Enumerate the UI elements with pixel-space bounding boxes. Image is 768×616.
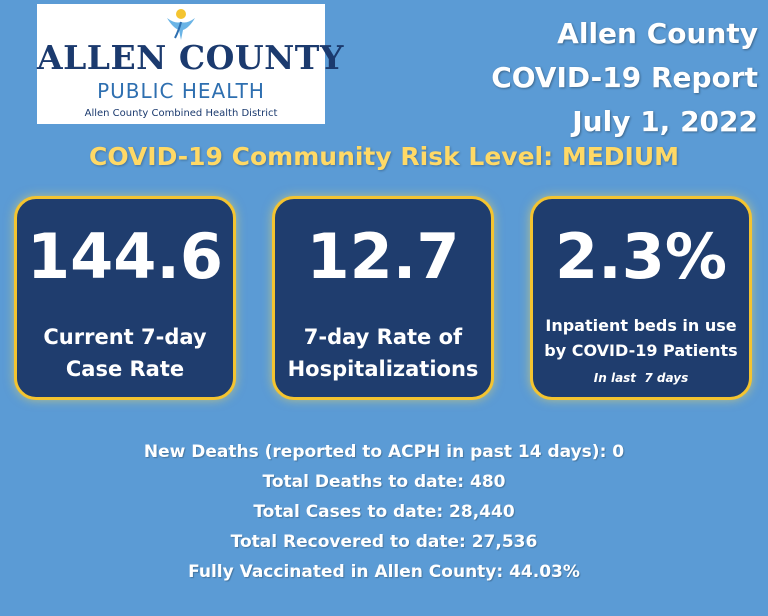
- inpatient-beds-label: Inpatient beds in use by COVID-19 Patien…: [533, 313, 749, 363]
- stat-new-deaths: New Deaths (reported to ACPH in past 14 …: [143, 442, 625, 462]
- case-rate-label-line1: Current 7-day: [43, 325, 207, 349]
- report-county: Allen County: [557, 17, 758, 50]
- inpatient-beds-label-line1: Inpatient beds in use: [545, 316, 737, 335]
- case-rate-card: 144.6 Current 7-day Case Rate: [14, 196, 236, 400]
- logo-title: ALLEN COUNTY: [37, 38, 344, 77]
- allen-county-public-health-logo: ALLEN COUNTY PUBLIC HEALTH Allen County …: [37, 4, 344, 124]
- hospitalization-rate-card: 12.7 7-day Rate of Hospitalizations: [272, 196, 494, 400]
- inpatient-beds-card: 2.3% Inpatient beds in use by COVID-19 P…: [530, 196, 752, 400]
- case-rate-label: Current 7-day Case Rate: [17, 321, 233, 385]
- logo-subtitle: PUBLIC HEALTH: [97, 79, 265, 103]
- case-rate-label-line2: Case Rate: [65, 357, 185, 381]
- inpatient-beds-note: In last 7 days: [593, 371, 689, 385]
- logo-district: Allen County Combined Health District: [84, 108, 278, 119]
- community-risk-level: COVID-19 Community Risk Level: MEDIUM: [88, 142, 680, 171]
- report-date: July 1, 2022: [572, 105, 758, 138]
- hospitalization-rate-label-line1: 7-day Rate of: [303, 325, 463, 349]
- stat-total-recovered: Total Recovered to date: 27,536: [230, 532, 538, 552]
- stat-total-cases: Total Cases to date: 28,440: [253, 502, 515, 522]
- inpatient-beds-label-line2: by COVID-19 Patients: [544, 341, 738, 360]
- stat-total-deaths: Total Deaths to date: 480: [262, 472, 506, 492]
- person-figure-icon: [167, 9, 195, 40]
- case-rate-value: 144.6: [26, 220, 224, 293]
- stat-fully-vaccinated: Fully Vaccinated in Allen County: 44.03%: [188, 562, 580, 582]
- hospitalization-rate-value: 12.7: [306, 220, 460, 293]
- hospitalization-rate-label-line2: Hospitalizations: [287, 357, 479, 381]
- inpatient-beds-value: 2.3%: [555, 220, 727, 293]
- report-name: COVID-19 Report: [491, 61, 758, 94]
- summary-stats: New Deaths (reported to ACPH in past 14 …: [0, 437, 768, 587]
- hospitalization-rate-label: 7-day Rate of Hospitalizations: [275, 321, 491, 385]
- report-title: Allen County COVID-19 Report July 1, 202…: [438, 12, 758, 144]
